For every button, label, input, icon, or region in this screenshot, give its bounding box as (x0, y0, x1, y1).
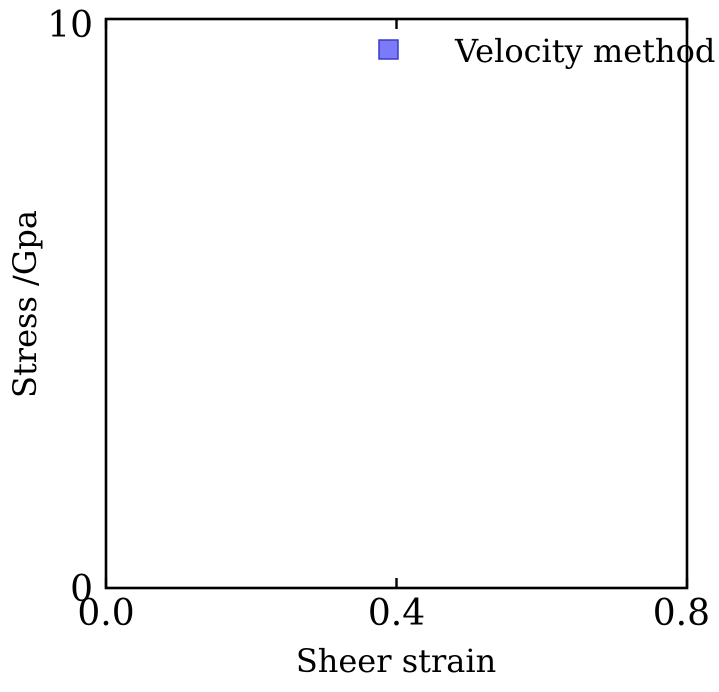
y-tick-label: 0 (70, 569, 93, 610)
legend-label: Velocity method (454, 32, 715, 70)
x-axis-label: Sheer strain (296, 642, 496, 680)
x-tick-label: 0.8 (653, 593, 710, 634)
y-axis-ticks: 0 10 (47, 5, 93, 610)
x-axis-ticks: 0.0 0.4 0.8 (77, 19, 710, 634)
legend: Velocity method (378, 32, 715, 70)
y-axis-label: Stress /Gpa (6, 210, 44, 398)
plot-frame (104, 17, 689, 590)
x-tick-label: 0.0 (77, 593, 134, 634)
y-tick-label: 10 (47, 5, 93, 46)
x-tick-label: 0.4 (368, 593, 425, 634)
legend-marker-square (378, 39, 399, 60)
